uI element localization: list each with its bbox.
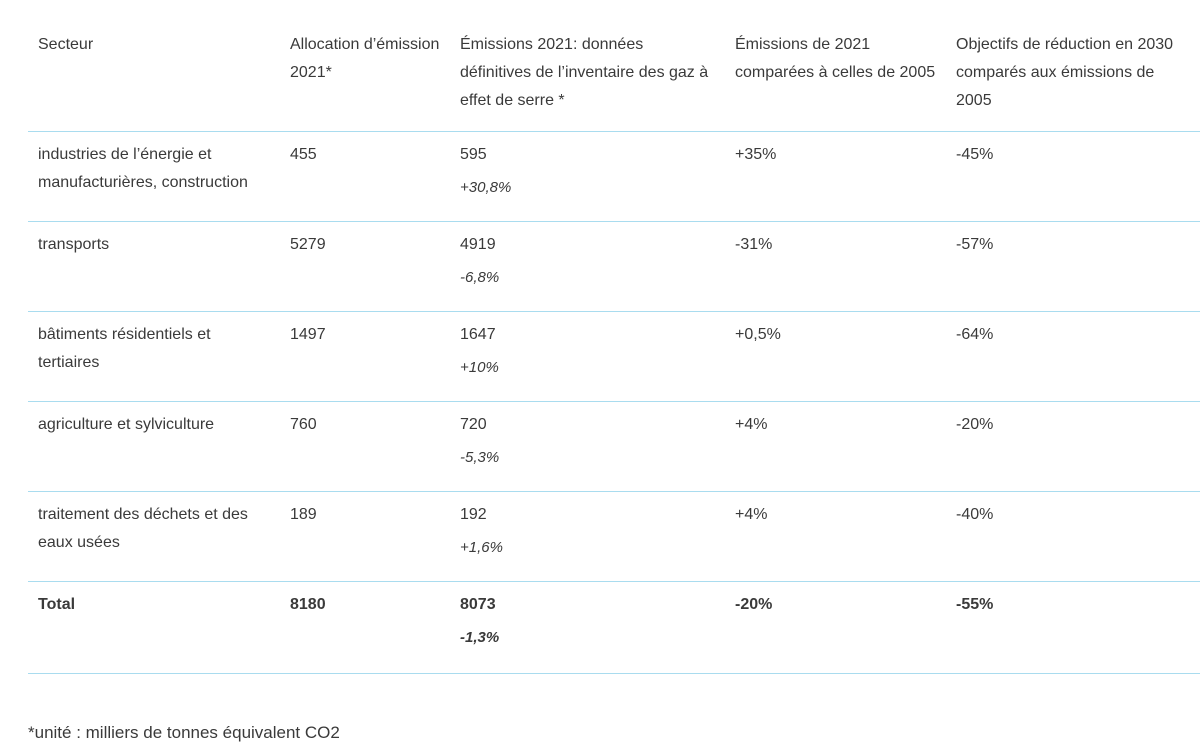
cell-emissions: 720 -5,3% [450, 401, 725, 492]
total-row: Total 8180 8073 -1,3% -20% -55% [28, 581, 1200, 674]
table-body: industries de l’énergie et manufacturièr… [28, 131, 1200, 674]
cell-vs-2005: +0,5% [725, 311, 946, 402]
cell-sector: industries de l’énergie et manufacturièr… [28, 131, 280, 222]
header-vs-2005: Émissions de 2021 comparées à celles de … [725, 30, 946, 132]
header-target-2030: Objectifs de réduction en 2030 comparés … [946, 30, 1200, 132]
emissions-change: -6,8% [460, 269, 500, 286]
cell-target-2030: -40% [946, 491, 1200, 582]
cell-target-2030: -64% [946, 311, 1200, 402]
header-row: Secteur Allocation d’émission 2021* Émis… [28, 30, 1200, 132]
table-row: agriculture et sylviculture 760 720 -5,3… [28, 401, 1200, 492]
emissions-value: 192 [460, 506, 487, 523]
cell-sector: agriculture et sylviculture [28, 401, 280, 492]
cell-allocation: 189 [280, 491, 450, 582]
table-row: transports 5279 4919 -6,8% -31% -57% [28, 221, 1200, 312]
cell-allocation: 455 [280, 131, 450, 222]
emissions-change: +10% [460, 359, 499, 376]
header-allocation: Allocation d’émission 2021* [280, 30, 450, 132]
cell-allocation: 1497 [280, 311, 450, 402]
table-row: traitement des déchets et des eaux usées… [28, 491, 1200, 582]
cell-target-2030: -20% [946, 401, 1200, 492]
footnote: *unité : milliers de tonnes équivalent C… [28, 723, 340, 742]
emissions-change: +1,6% [460, 539, 503, 556]
table-row: industries de l’énergie et manufacturièr… [28, 131, 1200, 222]
cell-sector: transports [28, 221, 280, 312]
emissions-value: 720 [460, 416, 487, 433]
total-vs-2005: -20% [725, 581, 946, 674]
total-emissions-value: 8073 [460, 596, 496, 613]
cell-emissions: 1647 +10% [450, 311, 725, 402]
total-allocation: 8180 [280, 581, 450, 674]
emissions-table: Secteur Allocation d’émission 2021* Émis… [28, 30, 1200, 674]
cell-allocation: 760 [280, 401, 450, 492]
cell-vs-2005: -31% [725, 221, 946, 312]
total-emissions-change: -1,3% [460, 629, 500, 646]
cell-target-2030: -45% [946, 131, 1200, 222]
emissions-table-container: Secteur Allocation d’émission 2021* Émis… [28, 30, 1200, 674]
emissions-value: 4919 [460, 236, 496, 253]
cell-vs-2005: +4% [725, 401, 946, 492]
cell-allocation: 5279 [280, 221, 450, 312]
cell-vs-2005: +4% [725, 491, 946, 582]
cell-sector: bâtiments résidentiels et tertiaires [28, 311, 280, 402]
header-emissions-2021: Émissions 2021: données définitives de l… [450, 30, 725, 132]
cell-emissions: 595 +30,8% [450, 131, 725, 222]
cell-sector: traitement des déchets et des eaux usées [28, 491, 280, 582]
cell-target-2030: -57% [946, 221, 1200, 312]
emissions-value: 595 [460, 146, 487, 163]
header-sector: Secteur [28, 30, 280, 132]
cell-vs-2005: +35% [725, 131, 946, 222]
total-target-2030: -55% [946, 581, 1200, 674]
cell-emissions: 192 +1,6% [450, 491, 725, 582]
total-label: Total [28, 581, 280, 674]
table-header: Secteur Allocation d’émission 2021* Émis… [28, 30, 1200, 132]
emissions-change: +30,8% [460, 179, 512, 196]
total-emissions-cell: 8073 -1,3% [450, 581, 725, 674]
emissions-change: -5,3% [460, 449, 500, 466]
emissions-value: 1647 [460, 326, 496, 343]
table-row: bâtiments résidentiels et tertiaires 149… [28, 311, 1200, 402]
cell-emissions: 4919 -6,8% [450, 221, 725, 312]
